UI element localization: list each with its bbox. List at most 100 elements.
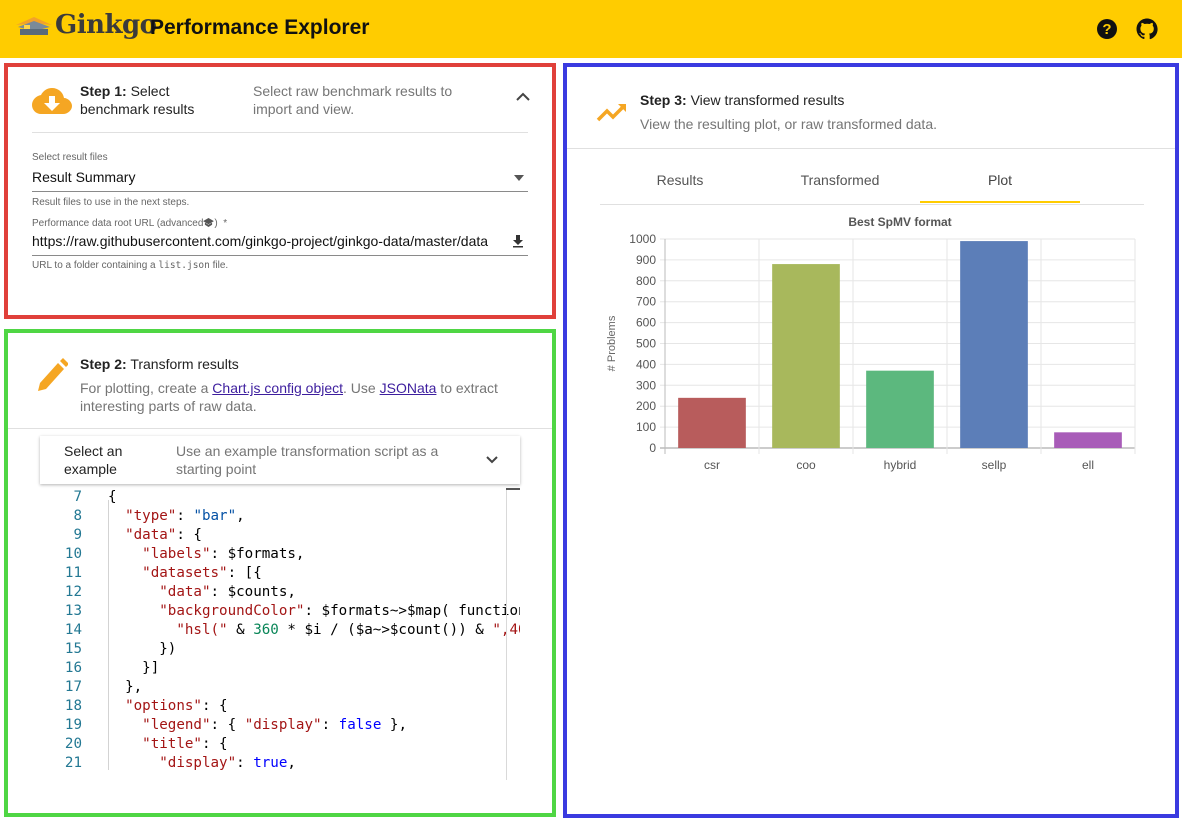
svg-text:?: ? [1102, 21, 1111, 38]
step3-title: Step 3: View transformed results [640, 91, 844, 109]
indent-guide [108, 500, 109, 770]
line-number: 11 [64, 565, 82, 581]
help-circle-icon[interactable]: ? [1095, 17, 1119, 41]
line-number: 8 [73, 508, 82, 524]
step2-label: Step 2: [80, 356, 127, 372]
line-number: 9 [73, 527, 82, 543]
chartjs-config-link[interactable]: Chart.js config object [212, 380, 344, 396]
line-number: 19 [64, 717, 82, 733]
step2-desc-mid: . Use [343, 380, 380, 396]
chevron-up-icon[interactable] [514, 89, 532, 103]
code-line: { [108, 489, 117, 505]
line-number: 15 [64, 641, 82, 657]
y-tick-label: 100 [636, 420, 656, 434]
chart-title: Best SpMV format [848, 215, 951, 229]
step2-panel [4, 329, 556, 817]
root-url-label-text: Performance data root URL (advanced [32, 218, 204, 229]
line-number: 14 [64, 622, 82, 638]
chevron-down-icon[interactable] [484, 454, 500, 466]
editor-scrollbar-thumb[interactable] [506, 488, 520, 490]
y-tick-label: 900 [636, 253, 656, 267]
github-icon[interactable] [1135, 17, 1159, 41]
download-icon[interactable] [511, 234, 525, 248]
y-tick-label: 0 [649, 441, 656, 455]
code-line: }) [108, 641, 177, 657]
bar-sellp [960, 241, 1028, 448]
line-number: 13 [64, 603, 82, 619]
example-selector[interactable]: Select an example Use an example transfo… [40, 436, 520, 484]
code-line: "legend": { "display": false }, [142, 717, 407, 733]
example-selector-title: Select an example [64, 443, 123, 477]
y-tick-label: 200 [636, 399, 656, 413]
line-number: 20 [64, 736, 82, 752]
active-tab-indicator [920, 201, 1080, 203]
line-number: 21 [64, 755, 82, 771]
x-tick-label: sellp [982, 458, 1007, 472]
x-tick-label: csr [704, 458, 720, 472]
code-line: "hsl(" & 360 * $i / ($a~>$count()) & ",4… [176, 622, 520, 638]
code-editor[interactable]: 7 8 9 10 11 12 13 14 15 16 17 18 19 20 21 { "type": "b… [40, 488, 520, 780]
tab-transformed[interactable]: Transformed [800, 172, 880, 188]
step1-divider [32, 132, 528, 133]
tab-results[interactable]: Results [656, 172, 704, 188]
code-line: "backgroundColor": $formats~>$map( funct… [159, 603, 520, 619]
line-number: 17 [64, 679, 82, 695]
y-tick-label: 300 [636, 378, 656, 392]
step1-title: Step 1: Select benchmark results [80, 82, 220, 118]
dropdown-arrow-icon[interactable] [512, 173, 526, 183]
step1-description: Select raw benchmark results to import a… [253, 83, 453, 117]
root-url-label: Performance data root URL (advanced) * [32, 218, 228, 229]
code-line: }, [108, 679, 143, 695]
ginkgo-logo-icon [16, 17, 52, 35]
line-number: 7 [73, 489, 82, 505]
root-url-help: URL to a folder containing a list.json f… [32, 260, 228, 271]
bar-hybrid [866, 370, 934, 448]
y-tick-label: 400 [636, 357, 656, 371]
code-line: "datasets": [{ [142, 565, 262, 581]
pencil-icon [38, 358, 68, 391]
app-title: Performance Explorer [150, 16, 370, 39]
y-axis-label: # Problems [606, 315, 618, 371]
step3-description: View the resulting plot, or raw transfor… [640, 116, 938, 132]
step3-panel [563, 63, 1179, 818]
step3-label: Step 3: [640, 92, 687, 108]
code-content[interactable]: { "type": "bar", "data": { "labels": $fo… [108, 488, 520, 773]
tab-plot[interactable]: Plot [987, 172, 1013, 188]
code-line: "display": true, [159, 755, 296, 771]
step2-divider [8, 428, 552, 429]
step2-desc-prefix: For plotting, create a [80, 380, 213, 396]
tabs-divider [600, 204, 1144, 205]
step2-title: Step 2: Transform results [80, 355, 239, 373]
bar-chart: Best SpMV format 0 100 200 300 400 500 600 700 80… [606, 215, 1136, 472]
trending-up-icon [596, 104, 626, 122]
brand-name: Ginkgo [55, 10, 157, 40]
bar-csr [678, 397, 746, 448]
step1-title-text: Select benchmark results [80, 83, 195, 117]
y-tick-label: 800 [636, 274, 656, 288]
step2-title-text: Transform results [126, 356, 239, 372]
step1-label: Step 1: [80, 83, 127, 99]
school-icon [203, 218, 215, 227]
result-files-help: Result files to use in the next steps. [32, 197, 190, 208]
root-url-help-suffix: file. [209, 260, 229, 271]
line-number: 12 [64, 584, 82, 600]
jsonata-link[interactable]: JSONata [379, 380, 437, 396]
y-tick-label: 700 [636, 295, 656, 309]
code-line: "data": $counts, [159, 584, 296, 600]
result-files-label: Select result files [32, 152, 108, 163]
code-line: "labels": $formats, [142, 546, 305, 562]
root-url-input[interactable]: https://raw.githubusercontent.com/ginkgo… [32, 233, 489, 249]
line-number: 18 [64, 698, 82, 714]
step2-description: For plotting, create a Chart.js config o… [80, 379, 520, 415]
line-number: 10 [64, 546, 82, 562]
example-selector-description: Use an example transformation script as … [176, 443, 439, 477]
x-tick-label: coo [796, 458, 816, 472]
editor-scrollbar-track[interactable] [506, 488, 507, 780]
result-files-select[interactable]: Result Summary [32, 169, 136, 185]
step2-desc-suffix: to extract interesting parts of raw data… [80, 380, 498, 414]
result-files-underline [32, 191, 528, 192]
step1-panel [4, 63, 556, 319]
step3-title-text: View transformed results [686, 92, 845, 108]
cloud-download-icon [32, 88, 72, 114]
root-url-underline [32, 255, 528, 256]
